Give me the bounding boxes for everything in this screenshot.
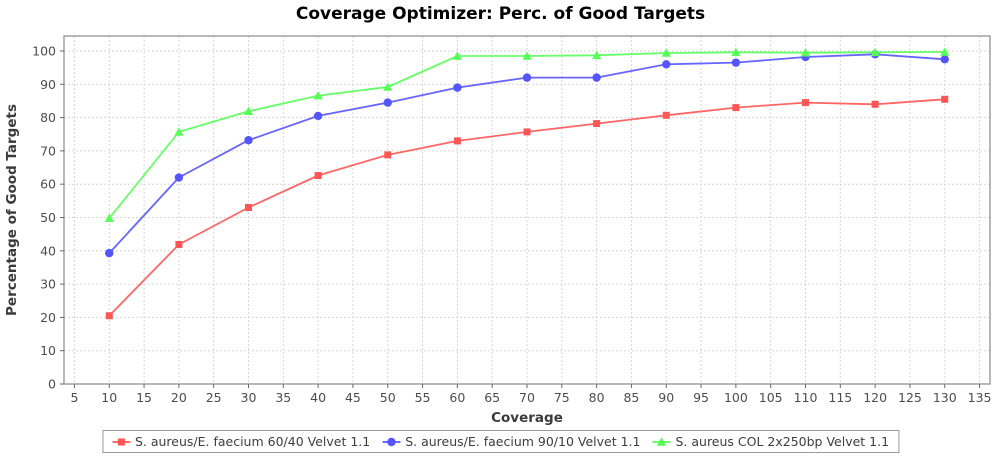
x-tick-label: 65 [484, 390, 500, 405]
x-tick-label: 60 [449, 390, 465, 405]
data-point-square [105, 312, 113, 320]
data-point-square [523, 128, 531, 136]
data-point-triangle [383, 82, 393, 91]
x-tick-label: 70 [519, 390, 535, 405]
data-point-circle [731, 58, 741, 67]
x-tick-label: 115 [828, 390, 852, 405]
x-tick-label: 90 [658, 390, 674, 405]
data-point-circle [453, 83, 462, 92]
data-point-triangle [313, 91, 323, 100]
data-point-square [593, 120, 601, 128]
y-tick-label: 80 [40, 110, 56, 125]
y-tick-label: 0 [48, 377, 56, 392]
data-point-square [732, 104, 740, 112]
data-point-square [453, 137, 461, 145]
x-tick-label: 120 [863, 390, 887, 405]
legend: S. aureus/E. faecium 60/40 Velvet 1.1 S. … [101, 430, 900, 453]
y-axis-label: Percentage of Good Targets [4, 104, 20, 316]
legend-label: S. aureus/E. faecium 60/40 Velvet 1.1 [134, 434, 371, 449]
x-tick-label: 100 [724, 390, 748, 405]
series-triangle [104, 47, 950, 222]
x-tick-label: 25 [206, 390, 222, 405]
data-point-circle [174, 173, 184, 182]
data-point-triangle [656, 436, 667, 446]
legend-label: S. aureus/E. faecium 90/10 Velvet 1.1 [405, 434, 641, 449]
x-tick-label: 45 [345, 390, 361, 405]
data-point-square [941, 95, 949, 103]
x-tick-label: 125 [898, 390, 922, 405]
data-point-circle [313, 111, 323, 121]
x-tick-label: 15 [136, 390, 152, 405]
data-point-circle [662, 60, 671, 69]
legend-item: S. aureus/E. faecium 90/10 Velvet 1.1 [382, 434, 640, 449]
data-point-circle [387, 437, 396, 446]
x-tick-label: 105 [759, 390, 783, 405]
data-point-circle [592, 73, 601, 82]
legend-item: S. aureus COL 2x250bp Velvet 1.1 [652, 434, 889, 449]
data-point-square [314, 172, 322, 180]
series-square [105, 95, 949, 320]
legend-item: S. aureus/E. faecium 60/40 Velvet 1.1 [111, 434, 371, 449]
x-tick-label: 10 [101, 390, 117, 405]
x-tick-label: 135 [968, 390, 992, 405]
y-tick-label: 70 [40, 143, 56, 158]
x-tick-label: 85 [623, 390, 639, 405]
data-point-circle [940, 55, 949, 64]
data-point-triangle [940, 47, 950, 56]
data-point-circle [244, 136, 253, 145]
x-tick-label: 95 [693, 390, 709, 405]
data-point-triangle [870, 47, 880, 57]
data-point-triangle [522, 51, 532, 60]
x-tick-label: 5 [70, 390, 78, 405]
x-tick-label: 35 [275, 390, 291, 405]
data-point-square [662, 111, 670, 119]
x-axis-label: Coverage [491, 410, 563, 426]
data-point-square [175, 240, 183, 248]
y-tick-label: 100 [32, 43, 56, 58]
x-tick-label: 80 [589, 390, 605, 405]
legend-label: S. aureus COL 2x250bp Velvet 1.1 [675, 434, 890, 449]
y-tick-label: 40 [40, 243, 56, 258]
y-tick-label: 90 [40, 77, 56, 92]
x-tick-label: 130 [933, 390, 957, 405]
chart-title: Coverage Optimizer: Perc. of Good Target… [295, 4, 706, 24]
data-point-square [117, 438, 125, 445]
legend-square-icon [111, 438, 130, 445]
data-point-triangle [174, 127, 184, 136]
data-point-circle [105, 248, 114, 258]
x-tick-label: 75 [554, 390, 570, 405]
data-point-square [245, 204, 253, 212]
y-tick-label: 10 [40, 343, 56, 358]
legend-circle-icon [382, 437, 401, 446]
x-tick-label: 40 [310, 390, 326, 405]
data-point-square [384, 151, 392, 159]
data-point-triangle [104, 213, 114, 222]
data-point-square [871, 100, 879, 108]
plot-canvas: 5 10 15 20 25 30 35 40 45 50 55 60 65 70 75 80 85 90 95 100… [4, 35, 992, 426]
x-tick-label: 30 [241, 390, 257, 405]
x-tick-label: 55 [415, 390, 431, 405]
data-point-triangle [452, 51, 462, 60]
y-tick-label: 30 [40, 277, 56, 292]
data-point-triangle [243, 106, 254, 116]
data-point-circle [383, 98, 392, 107]
legend-triangle-icon [652, 436, 671, 446]
x-tick-label: 110 [794, 390, 818, 405]
data-point-triangle [731, 47, 741, 57]
data-point-triangle [661, 48, 671, 57]
x-tick-label: 50 [380, 390, 396, 405]
data-point-triangle [800, 48, 811, 57]
y-tick-label: 50 [40, 210, 56, 225]
y-tick-label: 20 [40, 310, 56, 325]
data-point-square [801, 99, 809, 107]
y-tick-label: 60 [40, 177, 56, 192]
data-point-triangle [592, 50, 602, 60]
x-tick-label: 20 [171, 390, 187, 405]
data-point-circle [522, 73, 532, 82]
